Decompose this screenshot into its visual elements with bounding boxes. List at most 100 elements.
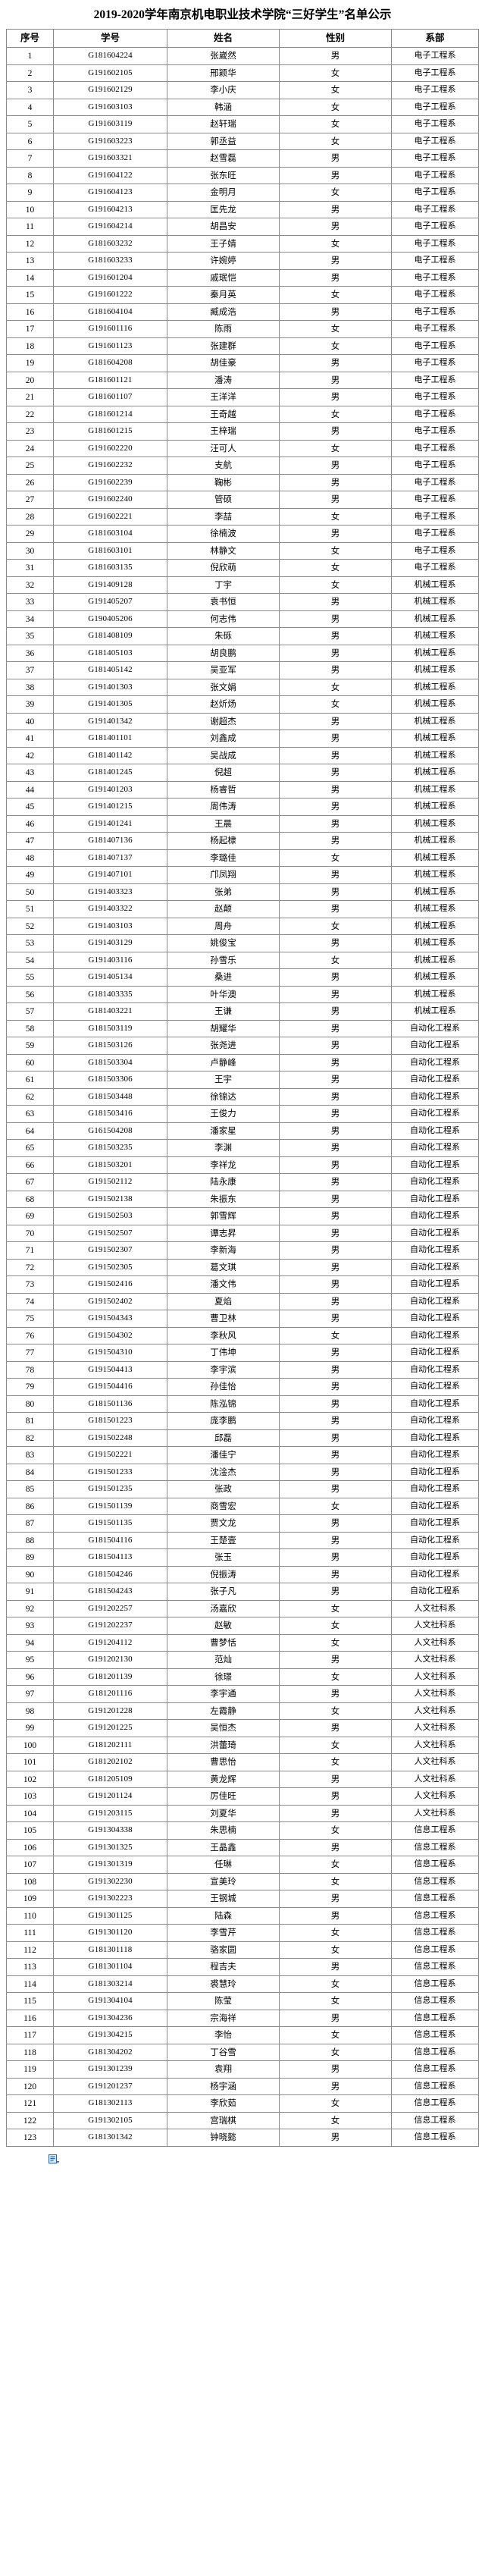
paste-options-icon[interactable]: [48, 2154, 60, 2165]
cell-name: 李宇通: [167, 1685, 280, 1703]
cell-gender: 男: [279, 1019, 392, 1038]
cell-gender: 男: [279, 1002, 392, 1021]
cell-gender: 女: [279, 320, 392, 338]
cell-name: 葛文琪: [167, 1258, 280, 1277]
cell-seq: 51: [6, 900, 54, 918]
table-row: 112 G181301118 骆家圆女信息工程系: [6, 1941, 479, 1959]
cell-name: 任琳: [167, 1856, 280, 1874]
cell-name: 倪欣萌: [167, 559, 280, 577]
table-row: 70 G191502507 谭志昇男自动化工程系: [6, 1224, 479, 1243]
cell-sid: G191603119: [53, 115, 167, 133]
cell-name: 吴恒杰: [167, 1719, 280, 1737]
cell-dept: 信息工程系: [391, 2009, 479, 2028]
cell-dept: 自动化工程系: [391, 1071, 479, 1089]
cell-name: 潘涛: [167, 371, 280, 390]
cell-dept: 电子工程系: [391, 354, 479, 372]
cell-name: 秦月英: [167, 286, 280, 304]
table-row: 37 G181405142 吴亚军男机械工程系: [6, 661, 479, 679]
cell-seq: 79: [6, 1378, 54, 1396]
cell-seq: 96: [6, 1668, 54, 1686]
cell-name: 胡良鹏: [167, 644, 280, 663]
cell-dept: 机械工程系: [391, 866, 479, 884]
cell-name: 赵炘炀: [167, 695, 280, 714]
cell-gender: 女: [279, 2043, 392, 2062]
cell-sid: G191501233: [53, 1463, 167, 1482]
cell-seq: 63: [6, 1105, 54, 1123]
table-row: 60 G181503304 卢静峰男自动化工程系: [6, 1053, 479, 1072]
cell-sid: G181601215: [53, 422, 167, 441]
cell-seq: 85: [6, 1480, 54, 1498]
cell-name: 张玉: [167, 1548, 280, 1567]
cell-dept: 信息工程系: [391, 1821, 479, 1840]
students-table: 序号 学号 姓名 性别 系部 1 G181604224 张崴然男电子工程系 2 G191…: [6, 29, 479, 2147]
cell-dept: 电子工程系: [391, 320, 479, 338]
cell-name: 丁伟坤: [167, 1344, 280, 1362]
cell-dept: 电子工程系: [391, 371, 479, 390]
cell-sid: G181201139: [53, 1668, 167, 1686]
cell-dept: 信息工程系: [391, 1890, 479, 1908]
table-row: 58 G181503119 胡耀华男自动化工程系: [6, 1019, 479, 1038]
cell-seq: 23: [6, 422, 54, 441]
cell-gender: 男: [279, 1071, 392, 1089]
cell-gender: 女: [279, 115, 392, 133]
cell-dept: 自动化工程系: [391, 1241, 479, 1260]
cell-dept: 人文社科系: [391, 1668, 479, 1686]
cell-name: 邢颖华: [167, 64, 280, 83]
cell-seq: 14: [6, 268, 54, 287]
cell-name: 曹卫林: [167, 1310, 280, 1328]
cell-name: 朱思楠: [167, 1821, 280, 1840]
cell-seq: 59: [6, 1037, 54, 1055]
cell-sid: G190405206: [53, 610, 167, 629]
cell-gender: 男: [279, 491, 392, 509]
table-row: 98 G191201228 左霞静女人文社科系: [6, 1702, 479, 1721]
cell-dept: 电子工程系: [391, 541, 479, 560]
cell-name: 张崴然: [167, 47, 280, 65]
cell-dept: 信息工程系: [391, 1838, 479, 1857]
cell-gender: 男: [279, 1685, 392, 1703]
cell-sid: G191502112: [53, 1173, 167, 1191]
cell-dept: 机械工程系: [391, 627, 479, 645]
cell-name: 商雪宏: [167, 1497, 280, 1516]
cell-dept: 自动化工程系: [391, 1258, 479, 1277]
cell-seq: 41: [6, 730, 54, 748]
cell-dept: 机械工程系: [391, 746, 479, 765]
cell-seq: 24: [6, 439, 54, 458]
cell-name: 周舟: [167, 917, 280, 936]
cell-sid: G191501235: [53, 1480, 167, 1498]
cell-seq: 19: [6, 354, 54, 372]
table-row: 81 G181501223 庞李鹏男自动化工程系: [6, 1412, 479, 1430]
cell-seq: 62: [6, 1087, 54, 1106]
cell-seq: 111: [6, 1924, 54, 1942]
cell-gender: 男: [279, 1258, 392, 1277]
table-row: 84 G191501233 沈淦杰男自动化工程系: [6, 1463, 479, 1482]
table-row: 27 G191602240 管硕男电子工程系: [6, 491, 479, 509]
cell-seq: 82: [6, 1429, 54, 1448]
table-row: 69 G191502503 郭雪辉男自动化工程系: [6, 1207, 479, 1225]
cell-gender: 男: [279, 1207, 392, 1225]
cell-name: 陈泓锦: [167, 1395, 280, 1414]
cell-dept: 信息工程系: [391, 1941, 479, 1959]
cell-seq: 122: [6, 2111, 54, 2130]
cell-name: 李秋风: [167, 1326, 280, 1345]
cell-name: 宫瑞棋: [167, 2111, 280, 2130]
cell-gender: 男: [279, 1446, 392, 1464]
cell-dept: 电子工程系: [391, 303, 479, 322]
table-row: 67 G191502112 陆永康男自动化工程系: [6, 1173, 479, 1191]
cell-gender: 男: [279, 1804, 392, 1823]
cell-seq: 95: [6, 1651, 54, 1669]
cell-sid: G181604224: [53, 47, 167, 65]
cell-sid: G191604213: [53, 200, 167, 219]
cell-dept: 人文社科系: [391, 1753, 479, 1771]
cell-name: 胡耀华: [167, 1019, 280, 1038]
table-row: 49 G191407101 邝凤翔男机械工程系: [6, 866, 479, 884]
table-row: 18 G191601123 张建群女电子工程系: [6, 337, 479, 356]
cell-gender: 男: [279, 1105, 392, 1123]
cell-seq: 46: [6, 814, 54, 833]
cell-dept: 人文社科系: [391, 1599, 479, 1618]
cell-name: 袁书恒: [167, 593, 280, 611]
cell-dept: 信息工程系: [391, 1924, 479, 1942]
cell-seq: 88: [6, 1531, 54, 1550]
cell-dept: 机械工程系: [391, 798, 479, 816]
cell-sid: G191602129: [53, 81, 167, 99]
cell-dept: 人文社科系: [391, 1702, 479, 1721]
